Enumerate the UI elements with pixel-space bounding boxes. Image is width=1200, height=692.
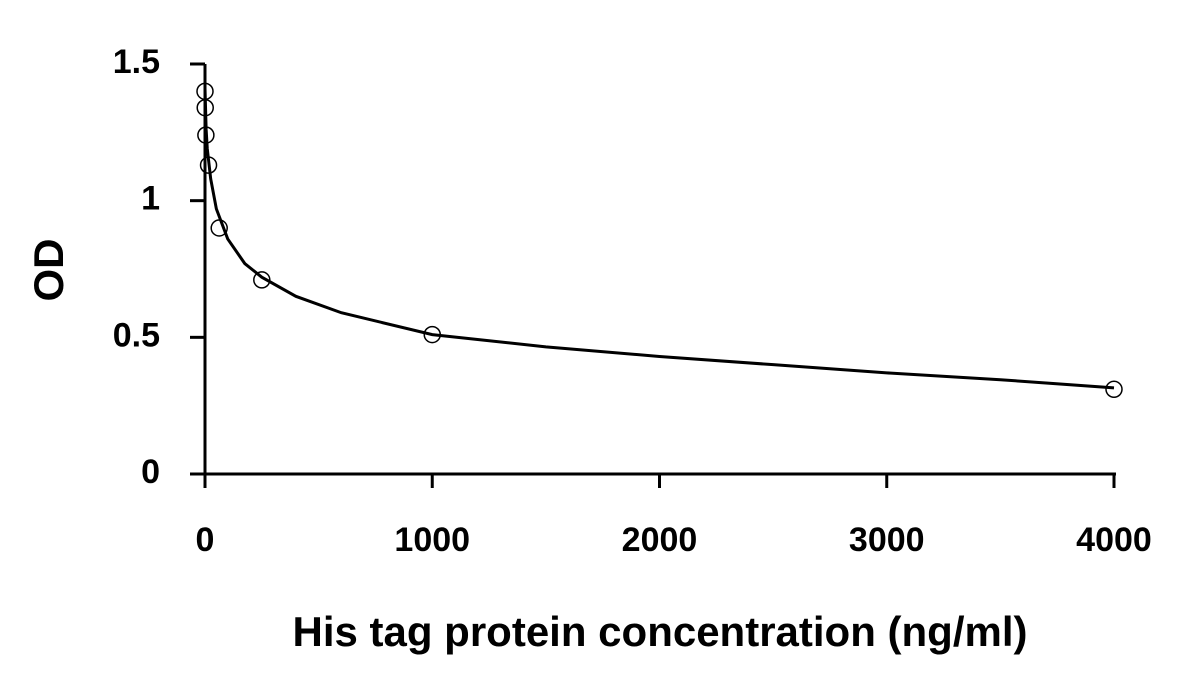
data-point bbox=[196, 98, 214, 117]
x-tick-label: 4000 bbox=[1076, 521, 1152, 559]
data-point bbox=[210, 219, 228, 237]
x-axis-label: His tag protein concentration (ng/ml) bbox=[292, 608, 1027, 655]
y-tick-label: 0 bbox=[141, 453, 160, 491]
y-tick-label: 1 bbox=[141, 180, 160, 218]
x-tick-label: 3000 bbox=[849, 521, 925, 559]
data-point bbox=[199, 156, 218, 174]
y-axis-label: OD bbox=[25, 239, 72, 302]
x-tick-label: 0 bbox=[196, 521, 215, 559]
x-tick-label: 1000 bbox=[394, 521, 470, 559]
data-point bbox=[197, 126, 215, 144]
data-point bbox=[1105, 380, 1123, 399]
fit-curve bbox=[203, 88, 1115, 390]
data-point bbox=[253, 271, 271, 289]
y-tick-label: 1.5 bbox=[113, 43, 160, 81]
y-tick-label: 0.5 bbox=[113, 316, 160, 354]
data-point bbox=[423, 325, 441, 344]
x-tick-label: 2000 bbox=[622, 521, 698, 559]
